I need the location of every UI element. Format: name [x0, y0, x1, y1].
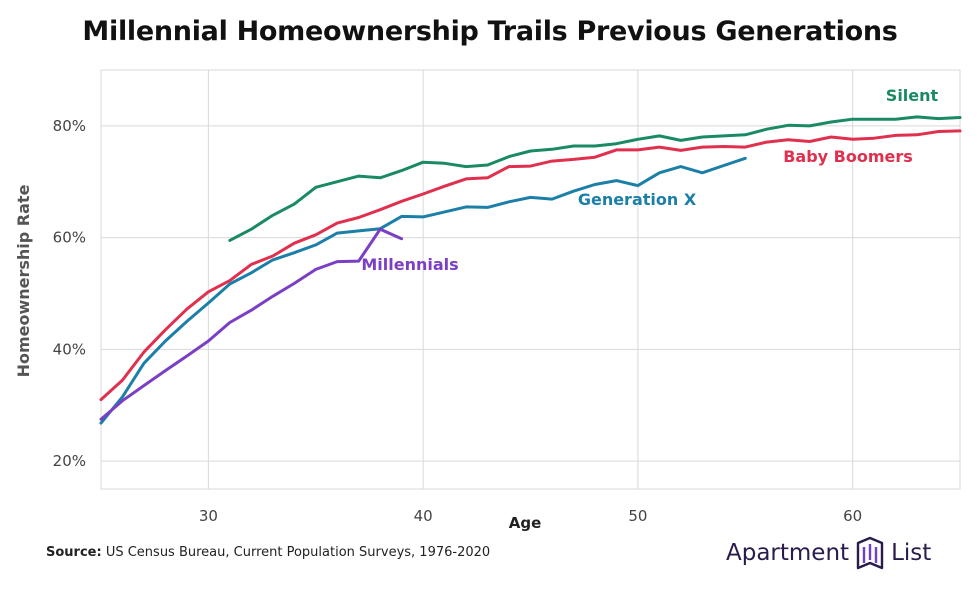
y-tick-label: 60% — [53, 229, 86, 247]
series-label-generation-x: Generation X — [578, 190, 697, 209]
logo-word-list: List — [891, 540, 932, 566]
series-line-silent — [228, 115, 962, 242]
x-tick-label: 60 — [843, 507, 862, 525]
apartment-list-logo: Apartment List — [726, 533, 931, 573]
plot-area — [100, 69, 961, 490]
y-tick-label: 40% — [53, 340, 86, 358]
x-tick-label: 30 — [199, 507, 218, 525]
source-note: Source: US Census Bureau, Current Popula… — [46, 545, 490, 560]
chart-title: Millennial Homeownership Trails Previous… — [82, 16, 898, 47]
x-axis-label: Age — [509, 514, 542, 532]
x-tick-label: 50 — [628, 507, 647, 525]
source-label: Source: — [46, 545, 102, 560]
series-line-baby-boomers — [99, 129, 962, 402]
series-line-millennials — [99, 227, 404, 421]
x-tick-label: 40 — [414, 507, 433, 525]
series-label-millennials: Millennials — [361, 255, 458, 274]
logo-word-apartment: Apartment — [726, 540, 850, 566]
series-label-baby-boomers: Baby Boomers — [783, 147, 913, 166]
source-text: US Census Bureau, Current Population Sur… — [105, 545, 491, 560]
y-tick-label: 20% — [53, 452, 86, 470]
series-line-generation-x — [99, 156, 747, 425]
y-axis-label: Homeownership Rate — [14, 184, 33, 377]
building-icon — [856, 536, 884, 570]
y-tick-label: 80% — [53, 117, 86, 135]
series-label-silent: Silent — [886, 86, 939, 105]
